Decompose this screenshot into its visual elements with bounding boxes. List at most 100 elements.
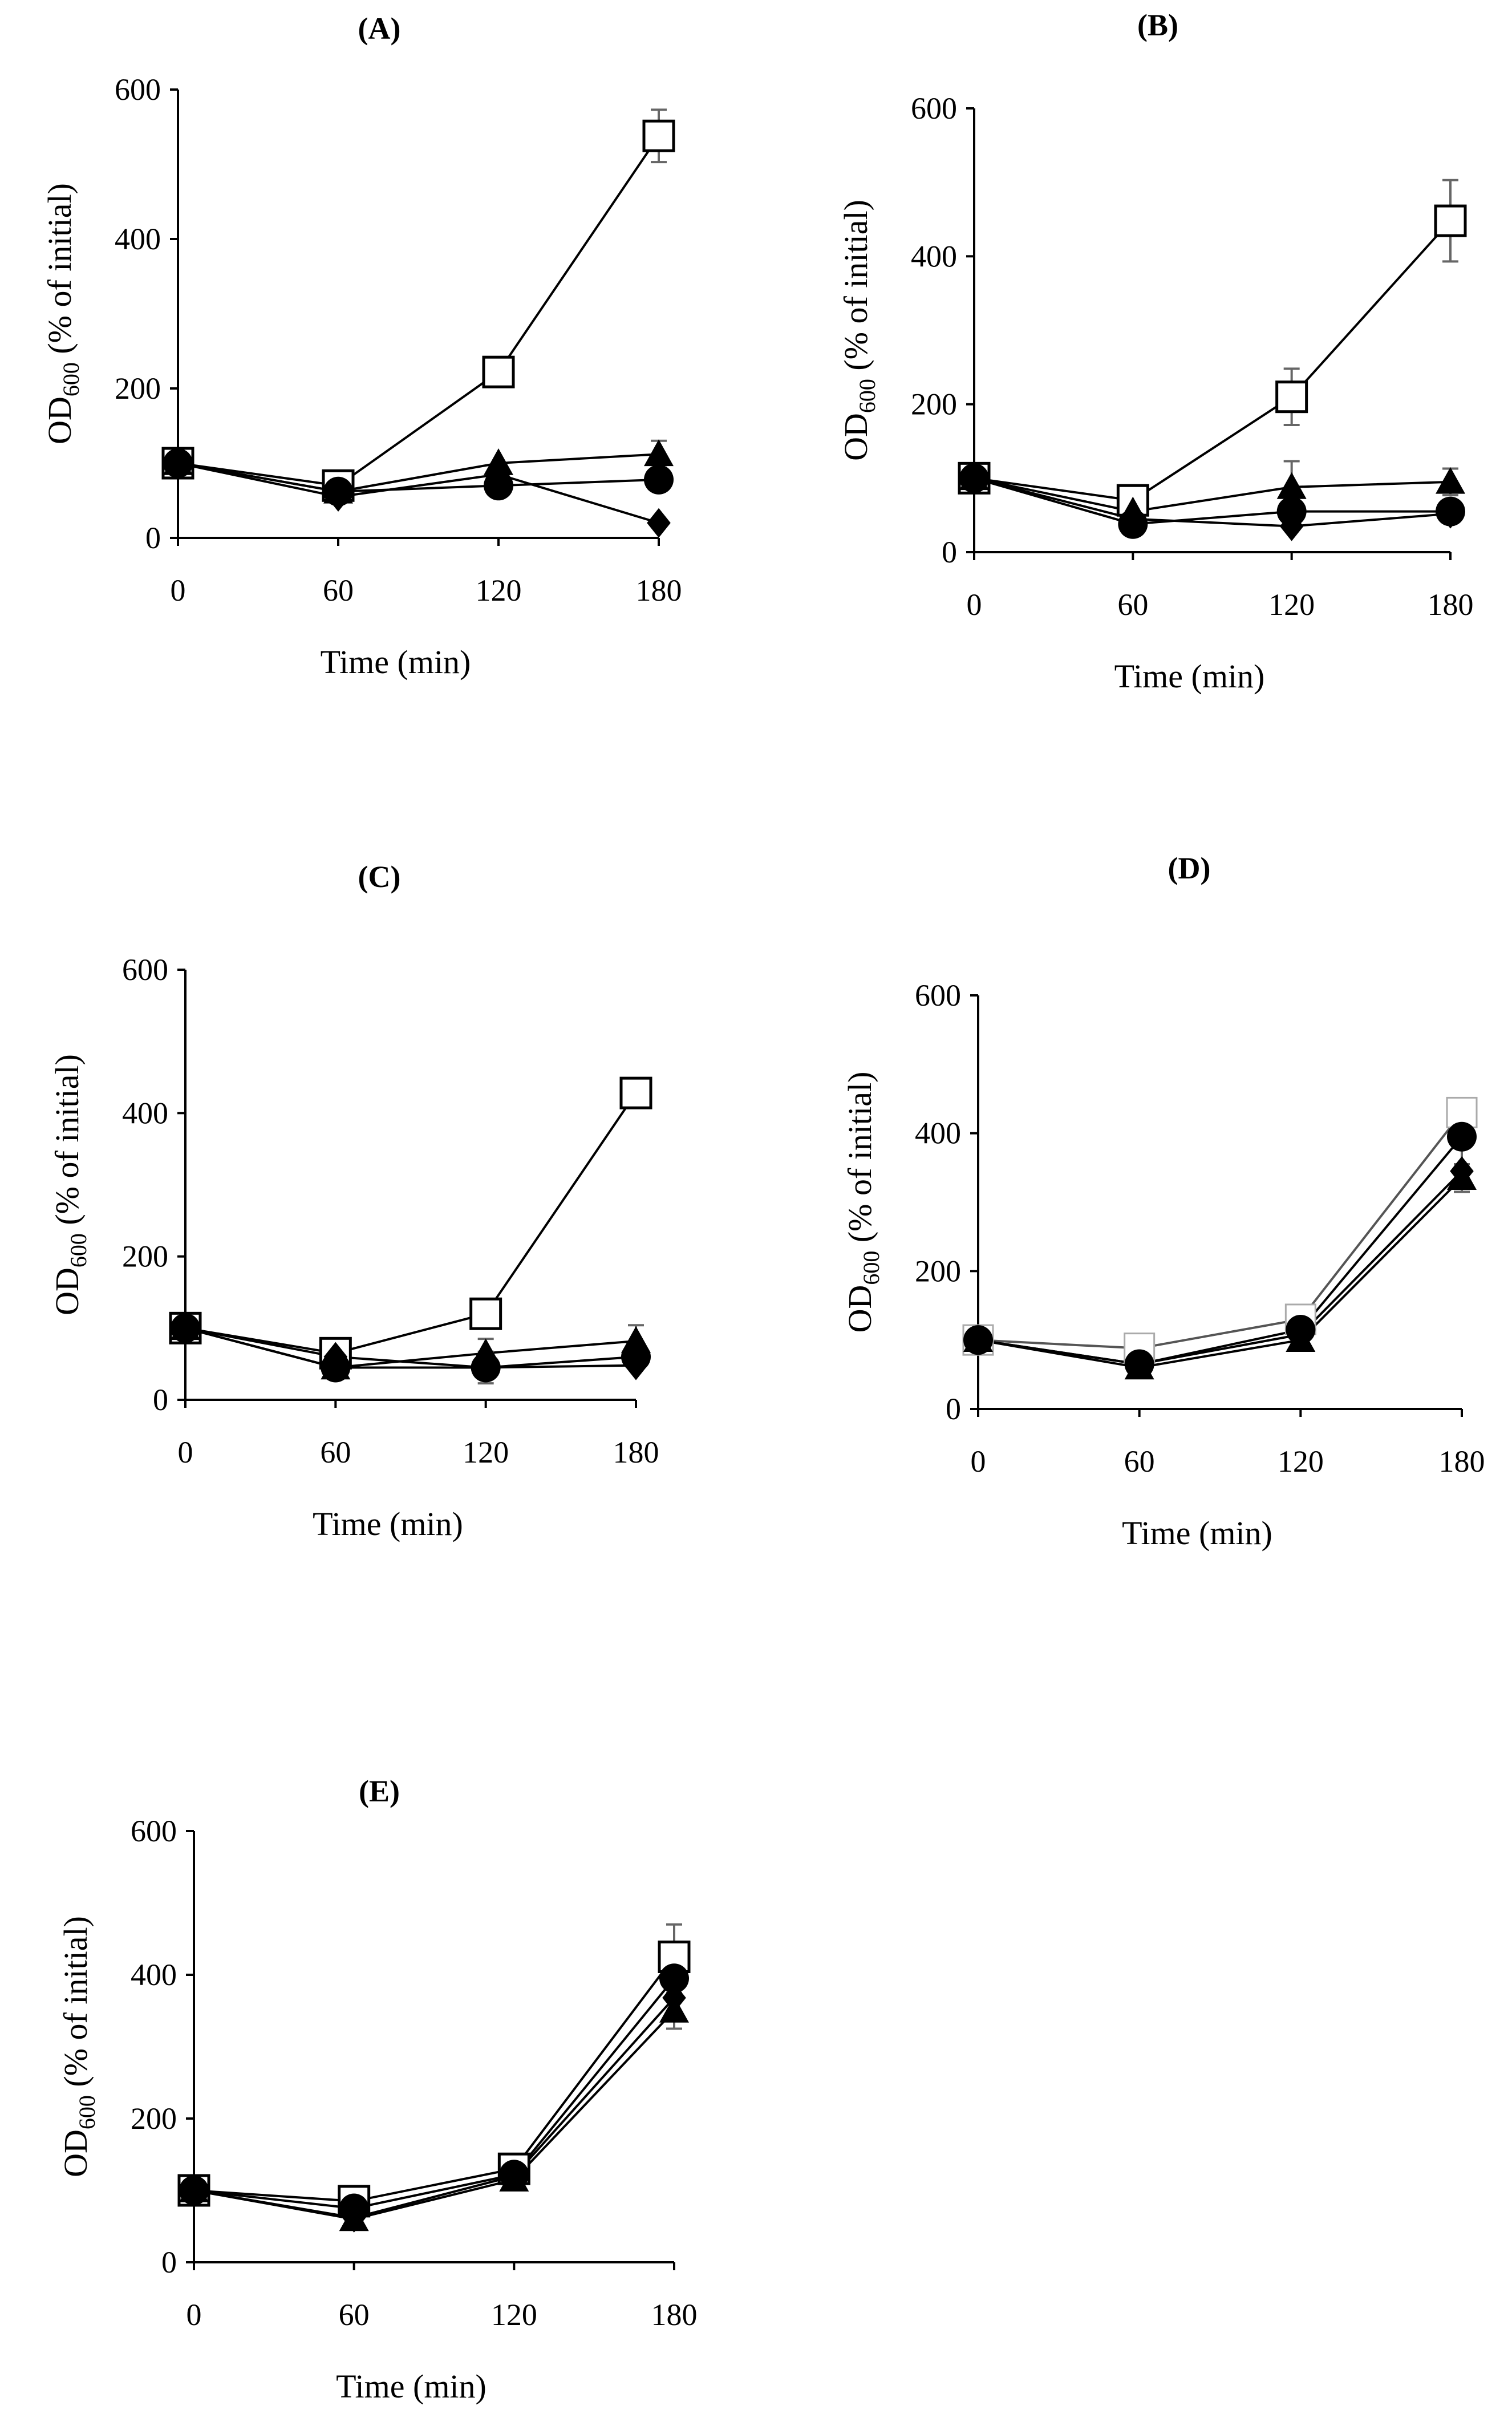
x-tick-label: 180 bbox=[636, 573, 682, 607]
y-axis-title-prefix: OD bbox=[837, 413, 874, 461]
y-tick-label: 600 bbox=[131, 1814, 177, 1848]
y-tick-label: 400 bbox=[915, 1116, 961, 1151]
marker-diamond-1 bbox=[326, 481, 350, 512]
y-axis-title-subscript: 600 bbox=[854, 379, 880, 413]
panel-title: (C) bbox=[358, 860, 401, 894]
y-axis-title: OD600 (% of initial) bbox=[48, 1054, 91, 1315]
series-line-diamond bbox=[185, 1327, 637, 1369]
marker-circle-3 bbox=[644, 464, 674, 495]
marker-open-square-2 bbox=[1275, 380, 1308, 414]
x-tick-label: 60 bbox=[323, 573, 354, 607]
marker-diamond-3 bbox=[1438, 499, 1462, 529]
marker-circle-0 bbox=[179, 2176, 209, 2205]
marker-triangle-2 bbox=[1276, 472, 1307, 499]
panel-title: (D) bbox=[1168, 851, 1211, 885]
y-axis-title-prefix: OD bbox=[41, 396, 78, 444]
y-tick-label: 400 bbox=[122, 1096, 168, 1130]
marker-diamond-3 bbox=[1450, 1156, 1474, 1186]
marker-open-square-3 bbox=[1434, 204, 1467, 237]
y-tick-label: 0 bbox=[161, 2245, 177, 2279]
series-line-circle bbox=[177, 462, 659, 493]
y-tick-label: 0 bbox=[942, 535, 957, 569]
y-axis-title-prefix: OD bbox=[57, 2129, 94, 2177]
marker-diamond-3 bbox=[647, 508, 671, 538]
series-line-open-square bbox=[978, 1112, 1463, 1350]
series-line-triangle bbox=[978, 1177, 1463, 1369]
series-line-triangle bbox=[193, 2010, 675, 2221]
y-tick-label: 200 bbox=[131, 2101, 177, 2136]
x-tick-label: 120 bbox=[1278, 1444, 1324, 1479]
y-tick-label: 400 bbox=[131, 1958, 177, 1992]
series-line-triangle bbox=[974, 477, 1451, 513]
y-tick-label: 600 bbox=[122, 953, 168, 987]
series-line-circle bbox=[978, 1136, 1463, 1366]
marker-diamond-0 bbox=[962, 463, 986, 493]
y-axis-title-subscript: 600 bbox=[74, 2095, 100, 2129]
x-tick-label: 180 bbox=[613, 1435, 659, 1469]
marker-circle-2 bbox=[1286, 1315, 1316, 1345]
series-line-open-square bbox=[185, 1092, 637, 1355]
y-tick-label: 400 bbox=[911, 239, 957, 273]
series-line-open-square bbox=[177, 135, 660, 487]
x-tick-label: 120 bbox=[491, 2298, 537, 2332]
y-tick-label: 600 bbox=[915, 978, 961, 1012]
y-tick-label: 400 bbox=[115, 222, 161, 256]
x-tick-label: 60 bbox=[320, 1435, 351, 1469]
y-axis-title-suffix: (% of initial) bbox=[48, 1054, 86, 1233]
x-axis-title: Time (min) bbox=[1114, 658, 1265, 695]
panel-title: (E) bbox=[359, 1774, 400, 1808]
series-line-circle bbox=[974, 477, 1450, 525]
y-tick-label: 600 bbox=[911, 91, 957, 125]
series-line-circle bbox=[185, 1327, 637, 1369]
x-tick-label: 180 bbox=[1428, 588, 1474, 622]
series-line-diamond bbox=[177, 462, 659, 524]
marker-open-square-3 bbox=[619, 1076, 652, 1109]
y-tick-label: 200 bbox=[915, 1254, 961, 1288]
y-tick-label: 200 bbox=[122, 1240, 168, 1274]
y-axis-title-prefix: OD bbox=[48, 1267, 86, 1315]
y-tick-label: 0 bbox=[946, 1392, 961, 1426]
x-tick-label: 0 bbox=[971, 1444, 986, 1479]
x-tick-label: 60 bbox=[339, 2298, 370, 2332]
series-line-diamond bbox=[193, 1996, 675, 2219]
marker-open-square-2 bbox=[469, 1297, 502, 1330]
series-line-circle bbox=[193, 1978, 675, 2210]
series-line-open-square bbox=[974, 220, 1452, 502]
marker-diamond-1 bbox=[1121, 504, 1145, 534]
x-tick-label: 60 bbox=[1117, 588, 1148, 622]
x-axis-title: Time (min) bbox=[313, 1505, 463, 1542]
x-axis-title: Time (min) bbox=[1122, 1514, 1272, 1552]
y-axis-title-subscript: 600 bbox=[858, 1251, 884, 1285]
y-tick-label: 0 bbox=[153, 1383, 168, 1417]
marker-diamond-0 bbox=[166, 448, 190, 478]
marker-diamond-0 bbox=[173, 1313, 197, 1343]
marker-triangle-3 bbox=[644, 439, 674, 467]
y-axis-title: OD600 (% of initial) bbox=[841, 1072, 884, 1333]
y-axis-title: OD600 (% of initial) bbox=[837, 200, 880, 461]
x-tick-label: 60 bbox=[1124, 1444, 1155, 1479]
x-tick-label: 0 bbox=[178, 1435, 193, 1469]
y-tick-label: 200 bbox=[911, 387, 957, 422]
y-tick-label: 200 bbox=[115, 371, 161, 406]
y-axis-title-suffix: (% of initial) bbox=[41, 183, 78, 362]
panel-title: (A) bbox=[358, 11, 401, 46]
marker-open-square-3 bbox=[642, 119, 675, 152]
y-axis-title-suffix: (% of initial) bbox=[841, 1072, 878, 1251]
x-tick-label: 180 bbox=[1439, 1444, 1485, 1479]
x-tick-label: 120 bbox=[1268, 588, 1315, 622]
y-tick-label: 600 bbox=[115, 72, 161, 107]
marker-open-square-2 bbox=[482, 355, 515, 388]
marker-diamond-2 bbox=[487, 459, 510, 489]
x-tick-label: 0 bbox=[187, 2298, 202, 2332]
y-axis-title-prefix: OD bbox=[841, 1285, 878, 1333]
y-tick-label: 0 bbox=[145, 521, 161, 555]
series-line-diamond bbox=[978, 1170, 1463, 1366]
marker-open-square-3 bbox=[658, 1941, 691, 1973]
series-line-open-square bbox=[193, 1956, 675, 2202]
